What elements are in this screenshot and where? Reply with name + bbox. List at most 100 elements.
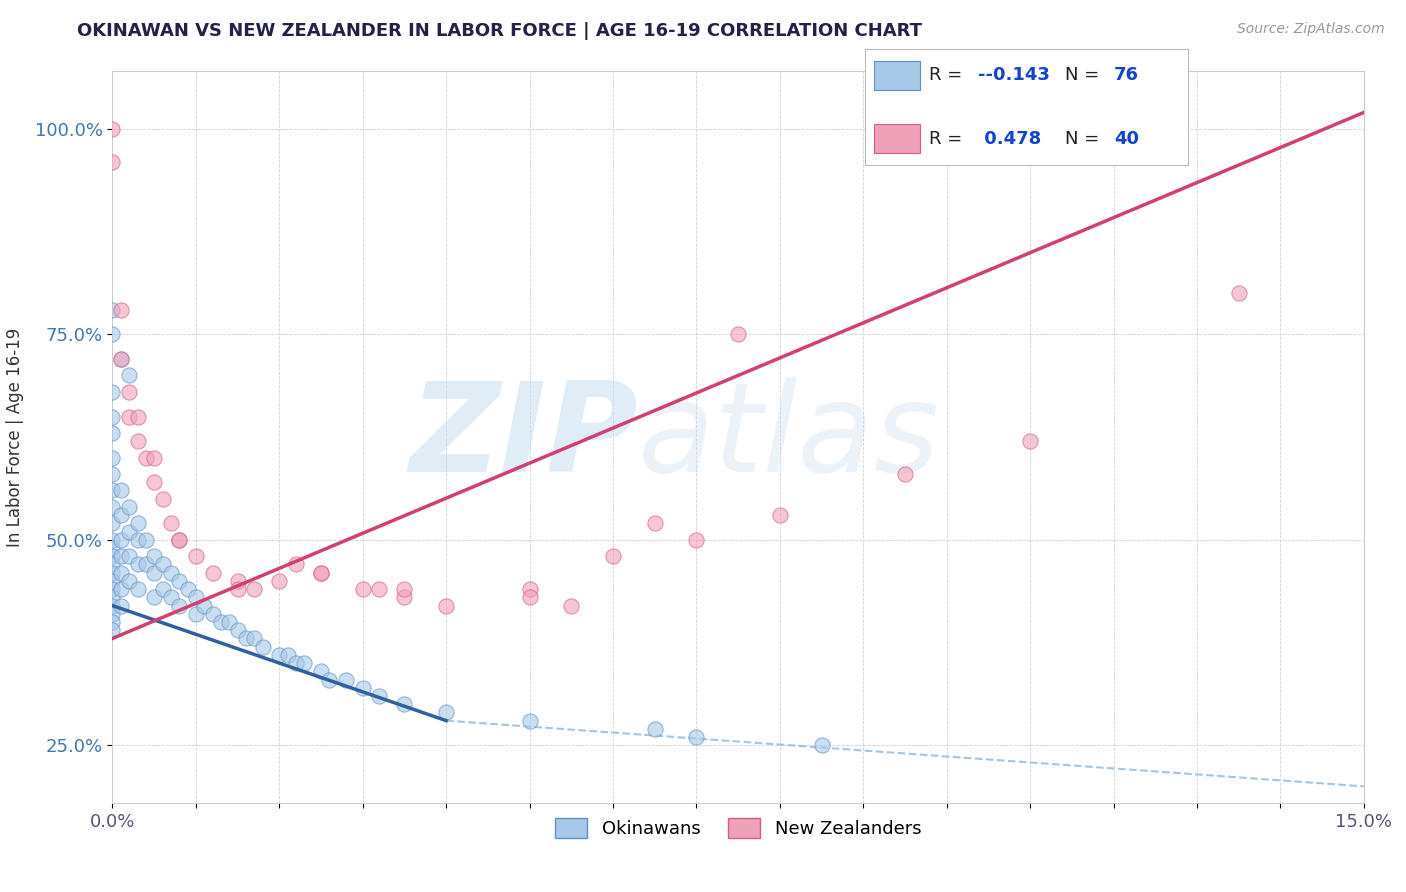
Point	[394, 591, 416, 605]
Point	[152, 558, 174, 572]
Point	[118, 384, 141, 399]
Point	[167, 533, 190, 547]
Point	[143, 475, 166, 490]
Point	[110, 582, 132, 596]
Legend: Okinawans, New Zealanders: Okinawans, New Zealanders	[548, 811, 928, 845]
Point	[110, 549, 132, 564]
Point	[434, 706, 457, 720]
Text: N =: N =	[1066, 66, 1105, 84]
Point	[101, 327, 124, 342]
Point	[309, 566, 332, 580]
Point	[110, 351, 132, 366]
Point	[176, 582, 198, 596]
Text: 76: 76	[1114, 66, 1139, 84]
Point	[167, 599, 190, 613]
Point	[184, 591, 207, 605]
Point	[110, 483, 132, 498]
Point	[560, 599, 582, 613]
Point	[434, 599, 457, 613]
Point	[235, 632, 257, 646]
Point	[143, 450, 166, 465]
Point	[101, 483, 124, 498]
Point	[519, 591, 541, 605]
Point	[110, 302, 132, 317]
Point	[101, 533, 124, 547]
Point	[368, 582, 391, 596]
Point	[118, 524, 141, 539]
Point	[201, 566, 224, 580]
Point	[602, 549, 624, 564]
Point	[352, 582, 374, 596]
Point	[118, 368, 141, 383]
Point	[519, 714, 541, 728]
Point	[152, 491, 174, 506]
Point	[209, 615, 232, 629]
Point	[127, 558, 149, 572]
Point	[135, 533, 157, 547]
Point	[143, 591, 166, 605]
Point	[184, 607, 207, 621]
Point	[101, 467, 124, 481]
Point	[101, 615, 124, 629]
Text: --0.143: --0.143	[979, 66, 1050, 84]
Point	[394, 697, 416, 711]
Point	[101, 558, 124, 572]
Point	[101, 409, 124, 424]
Text: N =: N =	[1066, 130, 1105, 148]
Point	[101, 516, 124, 531]
Point	[1227, 286, 1250, 301]
Point	[226, 582, 249, 596]
Point	[101, 302, 124, 317]
Point	[101, 384, 124, 399]
Text: OKINAWAN VS NEW ZEALANDER IN LABOR FORCE | AGE 16-19 CORRELATION CHART: OKINAWAN VS NEW ZEALANDER IN LABOR FORCE…	[77, 22, 922, 40]
Point	[269, 574, 291, 588]
Point	[101, 500, 124, 514]
Point	[101, 154, 124, 169]
Point	[394, 582, 416, 596]
Point	[127, 434, 149, 449]
Point	[335, 673, 357, 687]
Point	[127, 516, 149, 531]
Point	[110, 566, 132, 580]
Point	[277, 648, 299, 662]
Point	[160, 591, 183, 605]
Point	[810, 739, 832, 753]
Point	[644, 516, 666, 531]
Point	[309, 665, 332, 679]
Y-axis label: In Labor Force | Age 16-19: In Labor Force | Age 16-19	[6, 327, 24, 547]
Point	[101, 549, 124, 564]
Point	[894, 467, 917, 481]
Point	[727, 327, 749, 342]
Point	[101, 574, 124, 588]
Point	[135, 450, 157, 465]
Point	[226, 624, 249, 638]
Point	[101, 425, 124, 440]
Point	[285, 656, 308, 670]
FancyBboxPatch shape	[875, 61, 920, 90]
Point	[101, 121, 124, 136]
Point	[101, 599, 124, 613]
Point	[243, 582, 266, 596]
Point	[118, 574, 141, 588]
Point	[167, 533, 190, 547]
Point	[167, 574, 190, 588]
Point	[685, 533, 707, 547]
Point	[1019, 434, 1042, 449]
Point	[160, 566, 183, 580]
Point	[519, 582, 541, 596]
Text: atlas: atlas	[638, 376, 941, 498]
Point	[218, 615, 240, 629]
Point	[292, 656, 315, 670]
Point	[110, 599, 132, 613]
Point	[118, 500, 141, 514]
Point	[685, 730, 707, 744]
Point	[101, 624, 124, 638]
Point	[101, 566, 124, 580]
Point	[269, 648, 291, 662]
Point	[101, 541, 124, 555]
Point	[184, 549, 207, 564]
Point	[118, 409, 141, 424]
Point	[243, 632, 266, 646]
Point	[644, 722, 666, 736]
Point	[193, 599, 215, 613]
